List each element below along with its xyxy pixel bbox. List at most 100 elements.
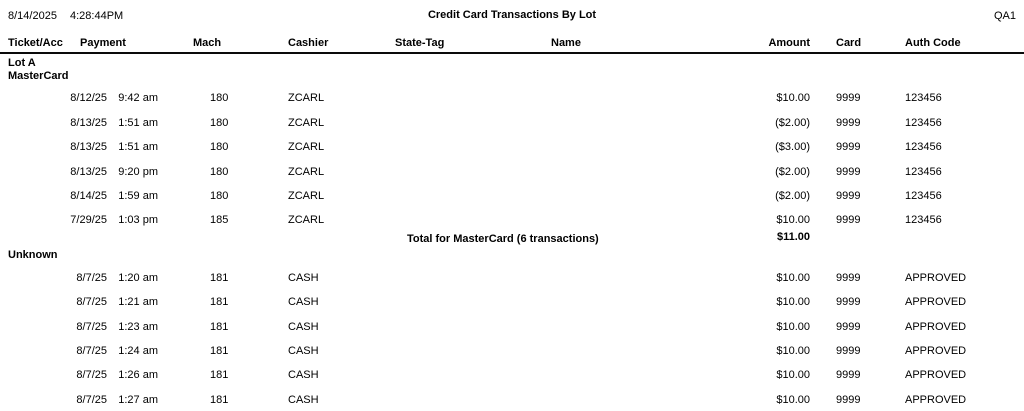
machine-number: 180 bbox=[210, 141, 229, 154]
lot-group: Lot A MasterCard 8/12/25 9:42 am 180 ZCA… bbox=[0, 57, 1024, 246]
col-auth-code: Auth Code bbox=[905, 37, 961, 49]
amount-value: $10.00 bbox=[776, 271, 810, 284]
auth-code-value: 123456 bbox=[905, 141, 942, 154]
transaction-row: 8/13/25 1:51 am 180 ZCARL ($3.00) 9999 1… bbox=[0, 132, 1024, 156]
transaction-rows: 8/7/25 1:20 am 181 CASH $10.00 9999 APPR… bbox=[0, 262, 1024, 408]
cashier-name: CASH bbox=[288, 393, 319, 406]
payment-time: 9:42 am bbox=[118, 92, 158, 105]
payment-time: 1:59 am bbox=[118, 189, 158, 202]
cashier-name: ZCARL bbox=[288, 165, 325, 178]
auth-code-value: APPROVED bbox=[905, 344, 967, 357]
transaction-row: 8/7/25 1:27 am 181 CASH $10.00 9999 APPR… bbox=[0, 384, 1024, 408]
payment-date: 8/7/25 bbox=[76, 344, 107, 357]
machine-number: 180 bbox=[210, 92, 229, 105]
machine-number: 181 bbox=[210, 344, 229, 357]
amount-value: $10.00 bbox=[776, 369, 810, 382]
col-state-tag: State-Tag bbox=[395, 37, 445, 49]
amount-value: $10.00 bbox=[776, 92, 810, 105]
transaction-row: 8/13/25 9:20 pm 180 ZCARL ($2.00) 9999 1… bbox=[0, 156, 1024, 180]
payment-date: 8/7/25 bbox=[76, 271, 107, 284]
payment-date: 8/13/25 bbox=[70, 141, 107, 154]
payment-date: 8/7/25 bbox=[76, 393, 107, 406]
auth-code-value: 123456 bbox=[905, 189, 942, 202]
transaction-row: 7/29/25 1:03 pm 185 ZCARL $10.00 9999 12… bbox=[0, 205, 1024, 229]
amount-value: ($2.00) bbox=[775, 165, 810, 178]
col-ticket-acc: Ticket/Acc bbox=[8, 37, 63, 49]
lot-group: Unknown 8/7/25 1:20 am 181 CASH $10.00 9… bbox=[0, 249, 1024, 408]
cashier-name: ZCARL bbox=[288, 116, 325, 129]
machine-number: 181 bbox=[210, 393, 229, 406]
machine-number: 180 bbox=[210, 116, 229, 129]
payment-time: 1:24 am bbox=[118, 344, 158, 357]
card-number: 9999 bbox=[836, 296, 861, 309]
col-amount: Amount bbox=[768, 37, 810, 49]
card-number: 9999 bbox=[836, 271, 861, 284]
amount-value: $10.00 bbox=[776, 296, 810, 309]
amount-value: $10.00 bbox=[776, 214, 810, 227]
report-body: Lot A MasterCard 8/12/25 9:42 am 180 ZCA… bbox=[0, 57, 1024, 409]
auth-code-value: 123456 bbox=[905, 165, 942, 178]
payment-time: 1:23 am bbox=[118, 320, 158, 333]
col-mach: Mach bbox=[193, 37, 222, 49]
machine-number: 181 bbox=[210, 296, 229, 309]
payment-time: 9:20 pm bbox=[118, 165, 158, 178]
lot-name-label: Unknown bbox=[8, 249, 58, 262]
card-number: 9999 bbox=[836, 165, 861, 178]
transaction-row: 8/7/25 1:21 am 181 CASH $10.00 9999 APPR… bbox=[0, 287, 1024, 311]
payment-time: 1:51 am bbox=[118, 141, 158, 154]
transaction-rows: 8/12/25 9:42 am 180 ZCARL $10.00 9999 12… bbox=[0, 83, 1024, 229]
cashier-name: CASH bbox=[288, 369, 319, 382]
cashier-name: CASH bbox=[288, 320, 319, 333]
payment-date: 8/14/25 bbox=[70, 189, 107, 202]
payment-time: 1:03 pm bbox=[118, 214, 158, 227]
payment-date: 8/12/25 bbox=[70, 92, 107, 105]
cashier-name: ZCARL bbox=[288, 189, 325, 202]
auth-code-value: APPROVED bbox=[905, 320, 967, 333]
transaction-row: 8/7/25 1:26 am 181 CASH $10.00 9999 APPR… bbox=[0, 360, 1024, 384]
payment-time: 1:21 am bbox=[118, 296, 158, 309]
auth-code-value: APPROVED bbox=[905, 393, 967, 406]
payment-date: 8/7/25 bbox=[76, 320, 107, 333]
card-number: 9999 bbox=[836, 369, 861, 382]
card-type-label: MasterCard bbox=[8, 70, 69, 82]
transaction-row: 8/13/25 1:51 am 180 ZCARL ($2.00) 9999 1… bbox=[0, 107, 1024, 131]
auth-code-value: 123456 bbox=[905, 116, 942, 129]
col-name: Name bbox=[551, 37, 581, 49]
payment-date: 8/13/25 bbox=[70, 116, 107, 129]
machine-number: 181 bbox=[210, 320, 229, 333]
col-card: Card bbox=[836, 37, 862, 49]
payment-date: 8/13/25 bbox=[70, 165, 107, 178]
cashier-name: CASH bbox=[288, 296, 319, 309]
lot-name-label: Lot A bbox=[8, 57, 36, 69]
transaction-row: 8/12/25 9:42 am 180 ZCARL $10.00 9999 12… bbox=[0, 83, 1024, 107]
payment-time: 1:26 am bbox=[118, 369, 158, 382]
machine-number: 181 bbox=[210, 271, 229, 284]
card-number: 9999 bbox=[836, 214, 861, 227]
card-number: 9999 bbox=[836, 141, 861, 154]
auth-code-value: 123456 bbox=[905, 92, 942, 105]
card-number: 9999 bbox=[836, 92, 861, 105]
payment-time: 1:20 am bbox=[118, 271, 158, 284]
machine-number: 181 bbox=[210, 369, 229, 382]
group-total-row: Total for MasterCard (6 transactions) $1… bbox=[0, 229, 1024, 246]
card-number: 9999 bbox=[836, 344, 861, 357]
transaction-row: 8/14/25 1:59 am 180 ZCARL ($2.00) 9999 1… bbox=[0, 181, 1024, 205]
cashier-name: CASH bbox=[288, 271, 319, 284]
card-number: 9999 bbox=[836, 189, 861, 202]
transaction-row: 8/7/25 1:23 am 181 CASH $10.00 9999 APPR… bbox=[0, 311, 1024, 335]
amount-value: ($2.00) bbox=[775, 189, 810, 202]
col-payment: Payment bbox=[80, 37, 126, 49]
generated-date: 8/14/2025 bbox=[8, 10, 57, 22]
card-number: 9999 bbox=[836, 393, 861, 406]
transaction-row: 8/7/25 1:20 am 181 CASH $10.00 9999 APPR… bbox=[0, 262, 1024, 286]
machine-number: 185 bbox=[210, 214, 229, 227]
report-title: Credit Card Transactions By Lot bbox=[427, 9, 597, 21]
amount-value: ($2.00) bbox=[775, 116, 810, 129]
amount-value: $10.00 bbox=[776, 393, 810, 406]
column-header-row: Ticket/Acc Payment Mach Cashier State-Ta… bbox=[0, 36, 1024, 54]
auth-code-value: APPROVED bbox=[905, 369, 967, 382]
generated-time: 4:28:44PM bbox=[70, 10, 124, 22]
card-number: 9999 bbox=[836, 116, 861, 129]
cashier-name: ZCARL bbox=[288, 141, 325, 154]
